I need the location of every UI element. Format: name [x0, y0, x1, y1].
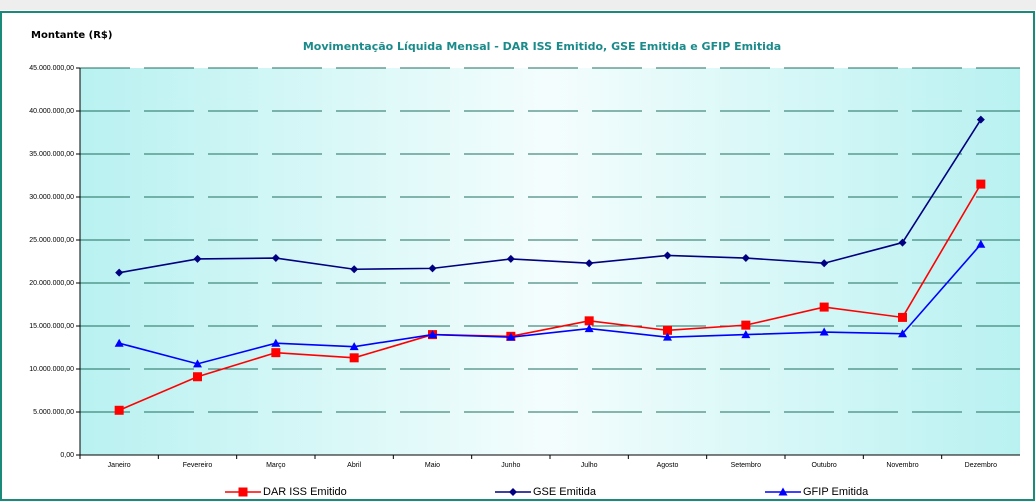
data-point	[819, 327, 829, 336]
data-point	[663, 332, 672, 341]
legend-marker	[509, 488, 517, 496]
data-point	[349, 342, 359, 351]
legend-label: GSE Emitida	[533, 486, 597, 498]
series-line	[118, 183, 982, 412]
y-tick-label: 35.000.000,00	[29, 151, 74, 158]
x-tick-label: Novembro	[886, 462, 918, 469]
y-tick-label: 10.000.000,00	[29, 366, 74, 373]
y-axis-title: Montante (R$)	[31, 30, 112, 41]
y-tick-label: 40.000.000,00	[29, 108, 74, 115]
legend-label: DAR ISS Emitido	[263, 486, 347, 498]
x-tick-label: Abril	[347, 462, 361, 469]
y-tick-label: 45.000.000,00	[29, 65, 74, 72]
data-point	[976, 179, 986, 189]
data-point	[506, 332, 516, 341]
data-point	[976, 239, 986, 248]
x-tick-label: Agosto	[657, 462, 679, 469]
y-tick-label: 15.000.000,00	[29, 323, 74, 330]
data-point	[271, 254, 280, 263]
data-point	[350, 265, 359, 274]
data-point	[898, 329, 907, 338]
data-point	[114, 338, 124, 347]
y-tick-label: 5.000.000,00	[33, 409, 74, 416]
x-tick-label: Fevereiro	[183, 462, 213, 469]
data-point	[663, 325, 672, 335]
y-tick-label: 30.000.000,00	[29, 194, 74, 201]
data-point	[898, 312, 907, 322]
chart-title: Movimentação Líquida Mensal - DAR ISS Em…	[303, 40, 781, 53]
x-tick-label: Março	[266, 462, 286, 469]
x-tick-label: Janeiro	[108, 462, 131, 469]
data-point	[115, 268, 124, 277]
x-tick-label: Julho	[581, 462, 598, 469]
data-point	[820, 259, 829, 268]
data-point	[819, 302, 829, 312]
x-tick-label: Maio	[425, 462, 440, 469]
data-point	[271, 338, 281, 347]
data-point	[741, 254, 750, 263]
top-strip	[0, 0, 1036, 10]
data-point	[193, 372, 202, 382]
series-line	[118, 243, 982, 365]
data-point	[898, 238, 907, 247]
data-point	[584, 324, 594, 333]
data-point	[193, 359, 202, 368]
series-line	[119, 119, 982, 274]
data-point	[741, 330, 751, 339]
data-point	[271, 348, 281, 358]
x-tick-label: Setembro	[731, 462, 761, 469]
data-point	[193, 254, 202, 263]
y-tick-label: 20.000.000,00	[29, 280, 74, 287]
legend-marker	[238, 487, 248, 497]
x-tick-label: Junho	[501, 462, 520, 469]
data-point	[349, 353, 359, 363]
data-point	[506, 254, 515, 263]
x-tick-label: Dezembro	[965, 462, 997, 469]
y-tick-label: 25.000.000,00	[29, 237, 74, 244]
legend-marker	[778, 487, 788, 496]
data-point	[741, 320, 751, 330]
legend-label: GFIP Emitida	[803, 486, 869, 498]
data-point	[428, 264, 437, 273]
data-point	[114, 405, 124, 415]
data-point	[585, 259, 594, 268]
data-point	[428, 330, 437, 339]
data-point	[584, 316, 594, 326]
y-tick-label: 0,00	[60, 452, 74, 459]
data-point	[976, 115, 985, 124]
x-tick-label: Outubro	[812, 462, 837, 469]
data-point	[663, 251, 672, 260]
